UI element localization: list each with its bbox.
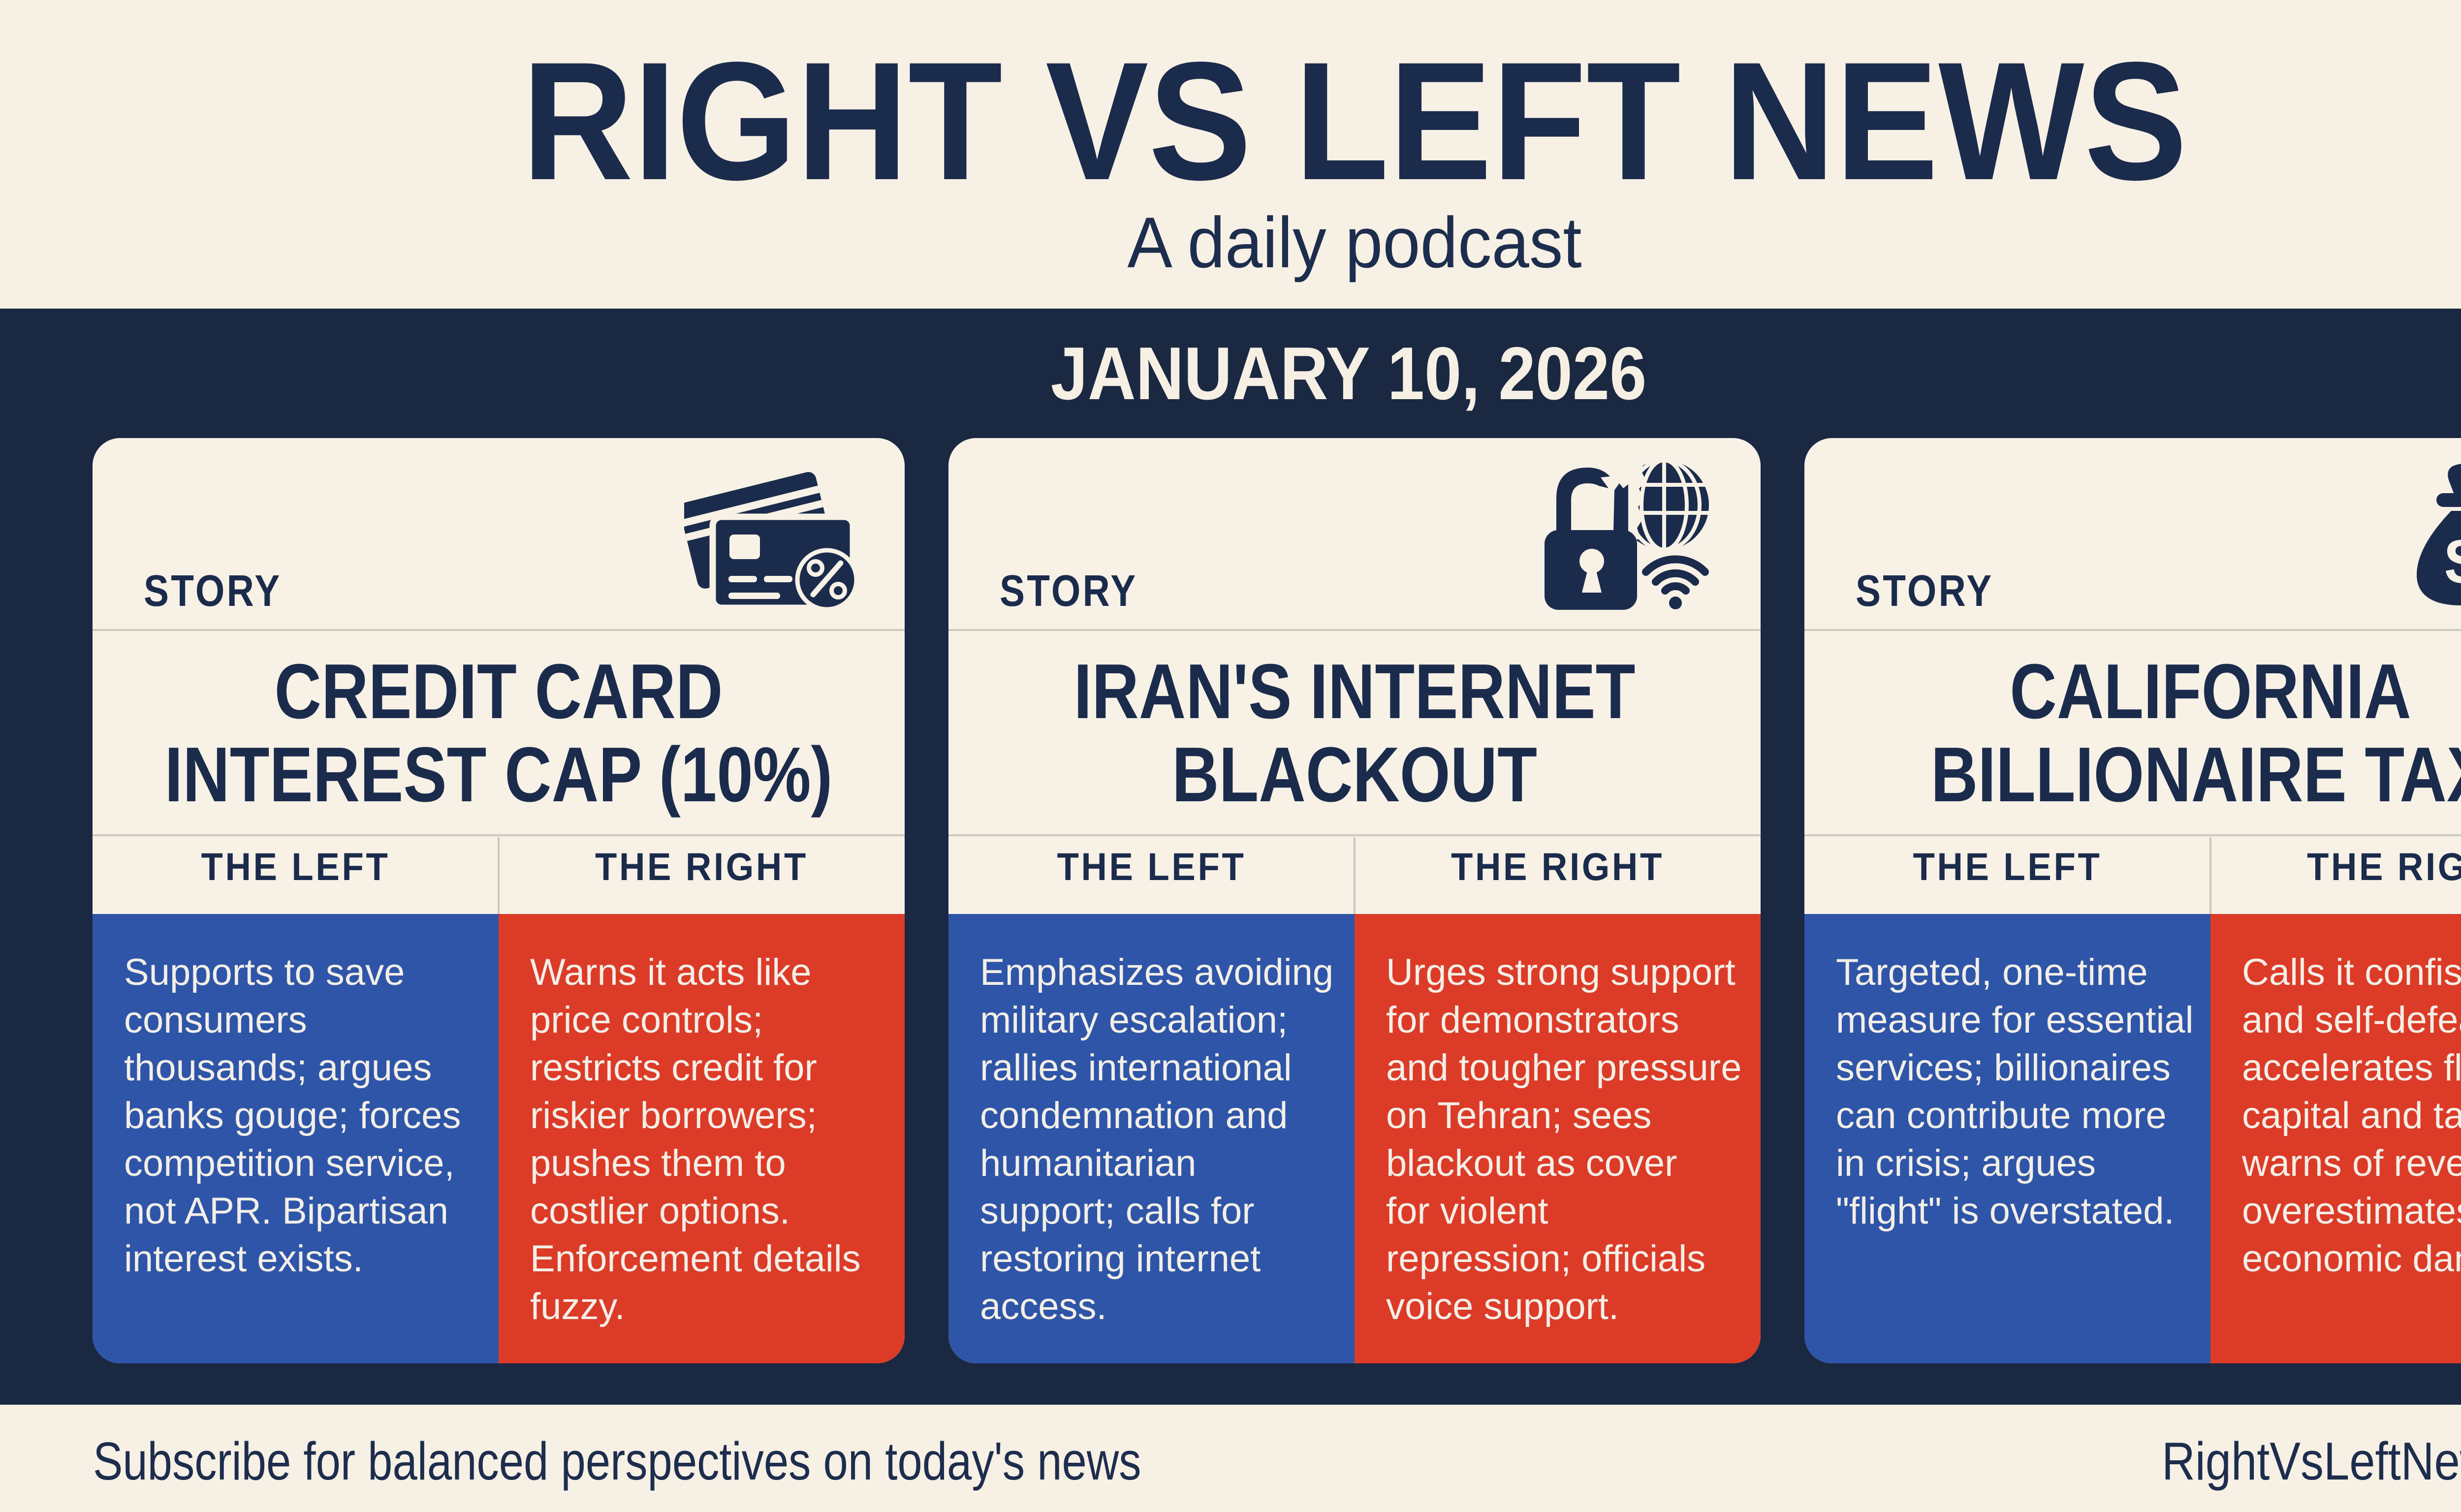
svg-text:$: $ [2445,525,2461,598]
